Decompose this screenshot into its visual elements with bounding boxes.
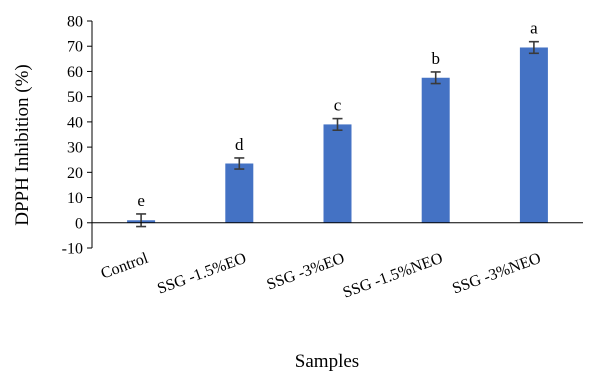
category-label: SSG -1.5%EO [155, 250, 249, 298]
y-axis-title: DPPH Inhibition (%) [12, 64, 33, 226]
bar [519, 47, 548, 223]
significance-letter: d [235, 135, 244, 154]
y-tick-label: 20 [67, 165, 83, 182]
bar [421, 77, 450, 223]
error-bars-group [136, 40, 539, 228]
y-tick-label: 50 [67, 89, 83, 106]
y-tick-label: 30 [67, 140, 83, 157]
y-tick-label: 0 [75, 215, 83, 232]
y-tick-label: 40 [67, 114, 83, 131]
y-tick-label: 10 [67, 190, 83, 207]
bars-group [127, 47, 548, 223]
category-label: Control [99, 250, 151, 283]
category-label: SSG -1.5%NEO [341, 250, 445, 302]
bar [225, 163, 254, 223]
bar [323, 124, 352, 223]
significance-letter: e [137, 191, 145, 210]
x-axis-title: Samples [295, 351, 359, 372]
significance-letter: a [530, 19, 538, 38]
y-tick-label: 70 [67, 39, 83, 56]
y-tick-label: -10 [62, 241, 83, 258]
significance-letter: c [334, 96, 342, 115]
y-tick-label: 80 [67, 14, 83, 31]
category-label: SSG -3%NEO [450, 250, 543, 298]
y-axis-ticks: -10 0 10 20 30 40 50 60 70 80 [62, 14, 92, 258]
significance-letter: b [431, 49, 440, 68]
category-label: SSG -3%EO [265, 250, 347, 294]
y-tick-label: 60 [67, 64, 83, 81]
significance-letters-group: e d c b a [137, 19, 538, 210]
